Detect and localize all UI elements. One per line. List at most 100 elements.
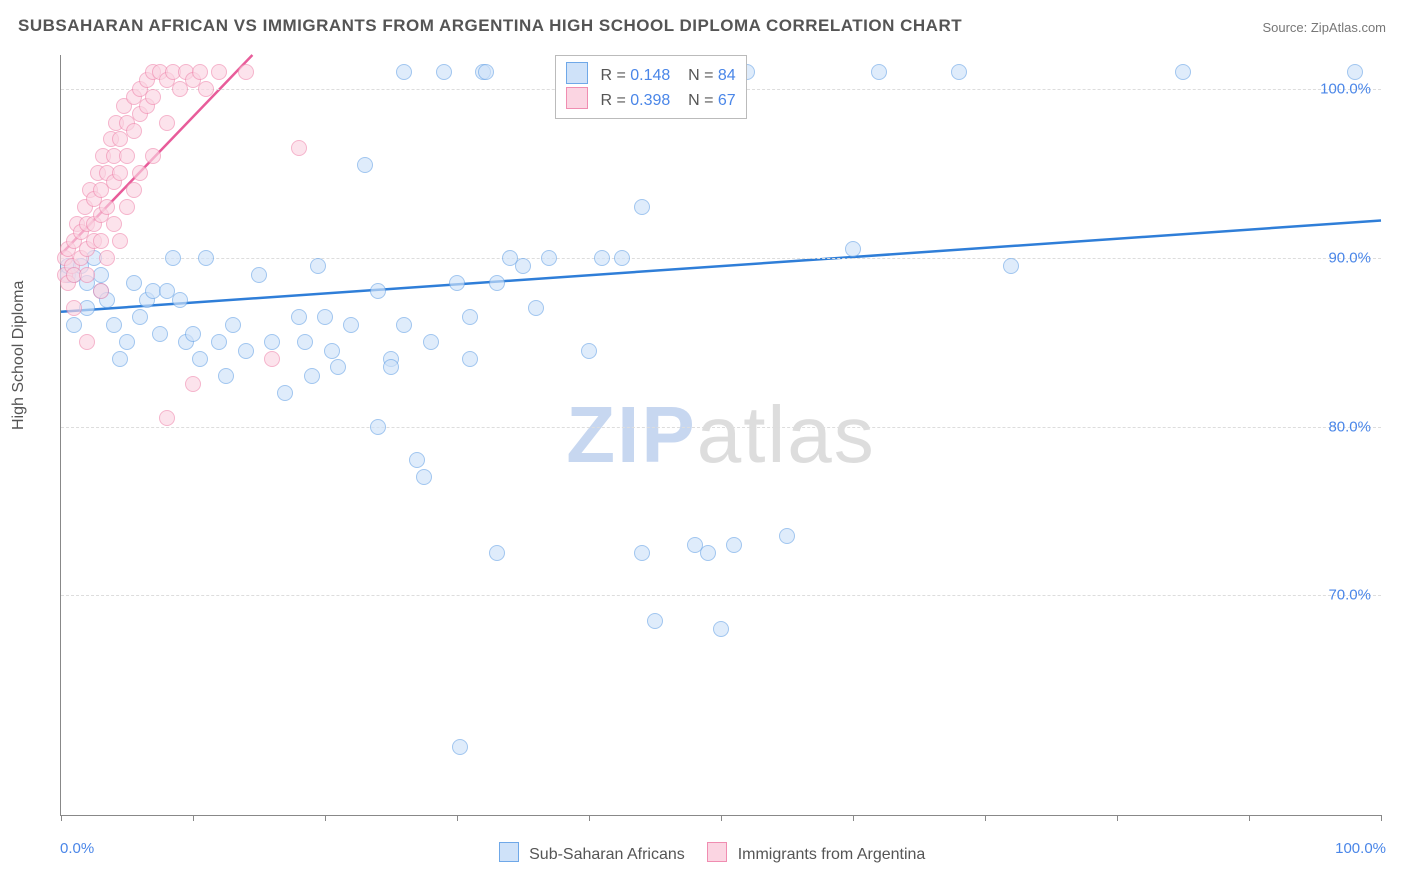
data-point — [1003, 258, 1019, 274]
x-tick — [985, 815, 986, 821]
x-tick — [853, 815, 854, 821]
data-point — [343, 317, 359, 333]
data-point — [126, 182, 142, 198]
x-tick — [1117, 815, 1118, 821]
data-point — [66, 317, 82, 333]
legend-r-label: R = — [600, 67, 625, 84]
data-point — [726, 537, 742, 553]
data-point — [370, 419, 386, 435]
data-point — [277, 385, 293, 401]
data-point — [452, 739, 468, 755]
legend-top: R = 0.148 N = 84 R = 0.398 N = 67 — [555, 55, 747, 119]
legend-r-label: R = — [600, 92, 625, 109]
data-point — [185, 326, 201, 342]
data-point — [225, 317, 241, 333]
data-point — [614, 250, 630, 266]
legend-n-label: N = — [688, 92, 713, 109]
data-point — [238, 343, 254, 359]
data-point — [112, 233, 128, 249]
data-point — [93, 283, 109, 299]
data-point — [291, 309, 307, 325]
data-point — [106, 216, 122, 232]
data-point — [211, 334, 227, 350]
data-point — [159, 410, 175, 426]
data-point — [172, 292, 188, 308]
data-point — [79, 334, 95, 350]
data-point — [416, 469, 432, 485]
data-point — [126, 123, 142, 139]
data-point — [106, 317, 122, 333]
y-tick-label: 90.0% — [1328, 249, 1371, 266]
data-point — [1347, 64, 1363, 80]
data-point — [462, 351, 478, 367]
data-point — [79, 267, 95, 283]
data-point — [218, 368, 234, 384]
data-point — [126, 275, 142, 291]
data-point — [396, 317, 412, 333]
data-point — [330, 359, 346, 375]
data-point — [324, 343, 340, 359]
data-point — [779, 528, 795, 544]
legend-top-row-blue: R = 0.148 N = 84 — [566, 62, 736, 85]
legend-top-swatch-blue — [566, 62, 588, 84]
data-point — [304, 368, 320, 384]
data-point — [594, 250, 610, 266]
data-point — [198, 81, 214, 97]
x-tick — [325, 815, 326, 821]
data-point — [145, 148, 161, 164]
data-point — [198, 250, 214, 266]
data-point — [112, 351, 128, 367]
x-tick — [589, 815, 590, 821]
gridline — [61, 258, 1381, 259]
legend-bottom: Sub-Saharan Africans Immigrants from Arg… — [0, 842, 1406, 864]
data-point — [119, 148, 135, 164]
data-point — [478, 64, 494, 80]
y-tick-label: 80.0% — [1328, 418, 1371, 435]
data-point — [370, 283, 386, 299]
trend-lines-layer — [61, 55, 1381, 815]
legend-top-row-pink: R = 0.398 N = 67 — [566, 87, 736, 110]
data-point — [192, 64, 208, 80]
data-point — [700, 545, 716, 561]
data-point — [357, 157, 373, 173]
legend-top-swatch-pink — [566, 87, 588, 109]
data-point — [264, 351, 280, 367]
data-point — [132, 309, 148, 325]
data-point — [581, 343, 597, 359]
data-point — [238, 64, 254, 80]
x-tick — [1381, 815, 1382, 821]
data-point — [119, 334, 135, 350]
data-point — [317, 309, 333, 325]
x-tick — [193, 815, 194, 821]
legend-swatch-pink — [707, 842, 727, 862]
data-point — [145, 89, 161, 105]
data-point — [951, 64, 967, 80]
y-tick-label: 100.0% — [1320, 80, 1371, 97]
data-point — [409, 452, 425, 468]
data-point — [462, 309, 478, 325]
data-point — [423, 334, 439, 350]
data-point — [310, 258, 326, 274]
legend-r-value-blue: 0.148 — [630, 67, 670, 84]
data-point — [297, 334, 313, 350]
data-point — [436, 64, 452, 80]
data-point — [119, 199, 135, 215]
data-point — [528, 300, 544, 316]
data-point — [634, 199, 650, 215]
gridline — [61, 595, 1381, 596]
data-point — [396, 64, 412, 80]
data-point — [647, 613, 663, 629]
data-point — [66, 300, 82, 316]
chart-title: SUBSAHARAN AFRICAN VS IMMIGRANTS FROM AR… — [18, 16, 962, 36]
data-point — [264, 334, 280, 350]
legend-r-value-pink: 0.398 — [630, 92, 670, 109]
data-point — [845, 241, 861, 257]
legend-label-blue: Sub-Saharan Africans — [529, 846, 685, 863]
data-point — [489, 275, 505, 291]
legend-n-value-pink: 67 — [718, 92, 736, 109]
data-point — [152, 326, 168, 342]
x-tick — [721, 815, 722, 821]
data-point — [291, 140, 307, 156]
data-point — [165, 250, 181, 266]
data-point — [132, 165, 148, 181]
